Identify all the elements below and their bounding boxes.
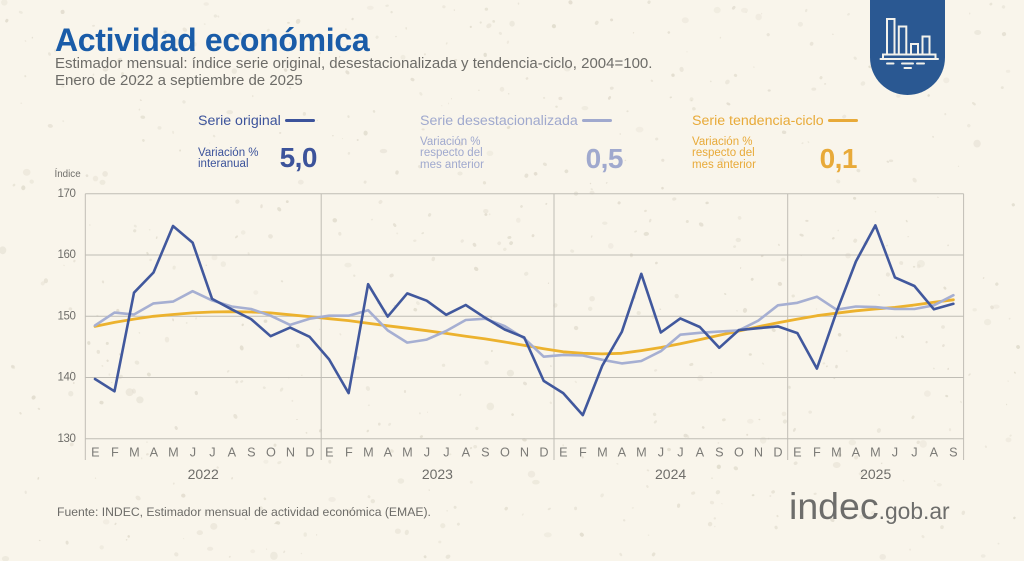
svg-text:A: A: [228, 446, 237, 460]
svg-text:Índice: Índice: [55, 169, 82, 180]
svg-text:J: J: [677, 446, 683, 460]
svg-text:170: 170: [58, 188, 76, 200]
svg-text:J: J: [443, 446, 449, 460]
svg-text:J: J: [424, 446, 430, 460]
svg-text:S: S: [247, 446, 255, 460]
svg-text:D: D: [773, 446, 782, 460]
svg-text:S: S: [949, 446, 957, 460]
svg-text:A: A: [696, 446, 705, 460]
svg-text:A: A: [384, 446, 393, 460]
svg-text:A: A: [930, 446, 939, 460]
svg-text:A: A: [462, 446, 471, 460]
svg-text:2023: 2023: [422, 466, 453, 482]
svg-text:130: 130: [58, 433, 76, 445]
svg-text:160: 160: [58, 249, 76, 261]
svg-text:O: O: [266, 446, 276, 460]
svg-text:A: A: [618, 446, 627, 460]
svg-text:N: N: [754, 446, 763, 460]
svg-text:D: D: [305, 446, 314, 460]
svg-text:A: A: [150, 446, 159, 460]
svg-text:O: O: [734, 446, 744, 460]
svg-text:M: M: [597, 446, 608, 460]
svg-text:140: 140: [58, 372, 76, 384]
svg-text:J: J: [911, 446, 917, 460]
svg-text:J: J: [892, 446, 898, 460]
svg-text:M: M: [129, 446, 140, 460]
svg-text:N: N: [286, 446, 295, 460]
svg-text:E: E: [559, 446, 567, 460]
svg-text:F: F: [579, 446, 587, 460]
svg-text:E: E: [91, 446, 99, 460]
svg-text:2022: 2022: [188, 466, 219, 482]
svg-text:2024: 2024: [655, 466, 686, 482]
svg-text:S: S: [715, 446, 723, 460]
svg-text:E: E: [325, 446, 333, 460]
svg-text:O: O: [500, 446, 510, 460]
svg-text:F: F: [813, 446, 821, 460]
svg-text:A: A: [852, 446, 861, 460]
svg-text:M: M: [636, 446, 647, 460]
svg-text:150: 150: [58, 311, 76, 323]
svg-text:J: J: [209, 446, 215, 460]
svg-text:D: D: [539, 446, 548, 460]
svg-text:M: M: [831, 446, 842, 460]
svg-text:S: S: [481, 446, 489, 460]
svg-text:F: F: [345, 446, 353, 460]
svg-text:M: M: [168, 446, 179, 460]
svg-text:N: N: [520, 446, 529, 460]
svg-text:M: M: [402, 446, 413, 460]
svg-text:J: J: [190, 446, 196, 460]
svg-text:2025: 2025: [860, 466, 891, 482]
svg-text:M: M: [363, 446, 374, 460]
svg-text:M: M: [870, 446, 881, 460]
svg-text:E: E: [793, 446, 801, 460]
svg-text:J: J: [658, 446, 664, 460]
svg-text:F: F: [111, 446, 119, 460]
